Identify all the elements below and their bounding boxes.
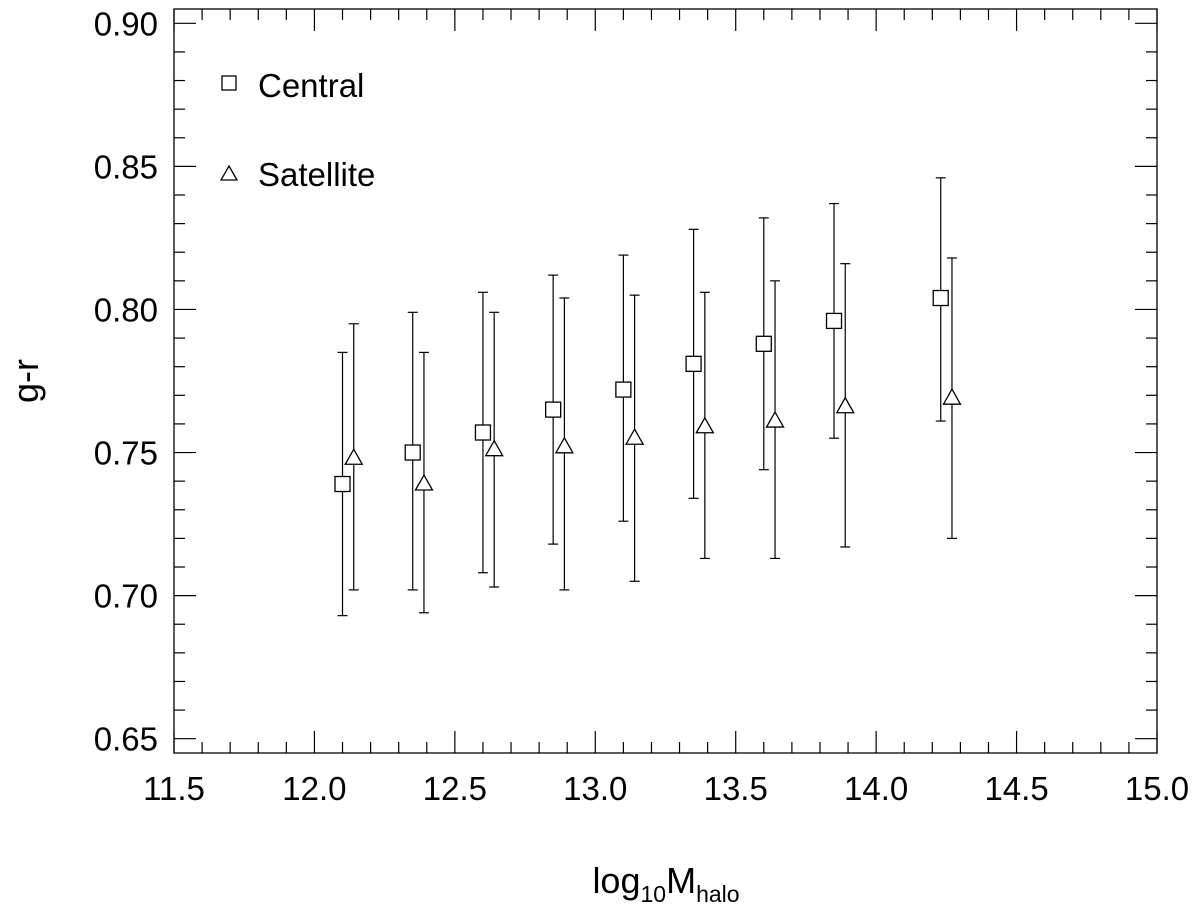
y-tick-label: 0.70 — [94, 578, 158, 615]
y-tick-label: 0.85 — [94, 148, 158, 185]
x-tick-label: 14.0 — [844, 770, 908, 807]
x-axis-label-sub-10: 10 — [640, 881, 666, 907]
legend-label-satellite: Satellite — [258, 156, 375, 193]
x-tick-label: 11.5 — [143, 770, 205, 807]
central-marker — [474, 424, 492, 441]
satellite-marker — [624, 427, 645, 445]
central-marker — [615, 381, 632, 398]
x-tick-label: 14.5 — [984, 770, 1048, 807]
satellite-point — [344, 323, 364, 591]
legend: Central Satellite — [219, 67, 375, 193]
legend-marker-satellite — [219, 164, 239, 181]
plot-frame — [173, 8, 1158, 754]
x-axis-label-m: M — [666, 860, 696, 901]
x-axis-label: log10Mhalo — [592, 860, 739, 907]
central-point — [825, 202, 843, 439]
central-point — [932, 177, 949, 422]
y-axis-label: g-r — [5, 359, 46, 403]
satellite-point — [765, 280, 785, 560]
y-tick-label: 0.90 — [94, 5, 158, 42]
central-point — [334, 351, 351, 617]
satellite-point — [942, 257, 962, 539]
central-marker — [932, 289, 949, 307]
x-tick-label: 12.5 — [423, 770, 487, 807]
x-axis-label-sub-halo: halo — [696, 881, 739, 907]
x-tick-label: 15.0 — [1125, 770, 1189, 807]
satellite-point — [554, 297, 575, 591]
central-point — [755, 217, 772, 471]
data-layer — [334, 177, 962, 617]
satellite-marker — [344, 447, 364, 465]
satellite-point — [695, 291, 715, 560]
satellite-marker — [695, 416, 715, 434]
satellite-point — [414, 351, 434, 614]
satellite-marker — [554, 436, 575, 454]
y-tick-label: 0.75 — [94, 435, 158, 472]
central-point — [615, 254, 632, 522]
central-marker — [755, 335, 772, 352]
satellite-marker — [484, 439, 504, 457]
satellite-marker — [765, 410, 785, 428]
central-point — [404, 311, 421, 591]
central-point — [474, 291, 492, 574]
satellite-marker — [942, 387, 962, 405]
y-tick-label: 0.65 — [94, 721, 158, 758]
satellite-marker — [414, 473, 434, 491]
x-axis-label-log: log — [592, 860, 640, 901]
legend-marker-central — [221, 75, 237, 91]
satellite-marker — [835, 396, 855, 414]
central-marker — [545, 401, 562, 418]
ticks-layer — [173, 9, 1158, 753]
central-marker — [334, 475, 351, 493]
x-tick-label: 12.0 — [282, 770, 346, 807]
central-marker — [404, 444, 421, 461]
y-tick-label: 0.80 — [94, 291, 158, 328]
central-point — [685, 228, 702, 499]
x-tick-label: 13.5 — [704, 770, 768, 807]
satellite-point — [835, 263, 855, 548]
tick-labels: 11.5 12.0 12.5 13.0 13.5 14.0 14.5 15.0 0.65 0.70… — [94, 5, 1189, 807]
legend-label-central: Central — [258, 67, 364, 104]
satellite-point — [624, 294, 645, 582]
central-marker — [685, 355, 702, 372]
satellite-point — [484, 311, 504, 588]
x-tick-label: 13.0 — [563, 770, 627, 807]
central-marker — [825, 312, 843, 330]
central-point — [545, 274, 562, 545]
